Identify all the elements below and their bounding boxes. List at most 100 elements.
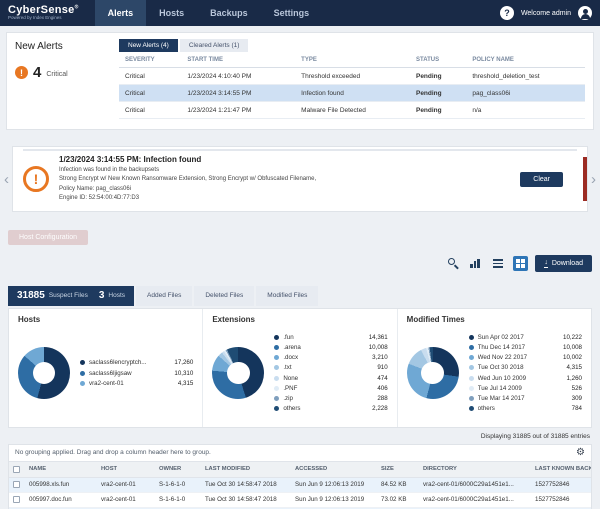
carousel-prev-icon[interactable]: ‹ (4, 170, 9, 188)
files-column-header[interactable]: LAST MODIFIED (201, 460, 291, 478)
table-row[interactable]: 005998.xls.fun vra2-cent-01 S-1-6-1-0 Tue O… (9, 477, 591, 493)
files-column-header[interactable]: HOST (97, 460, 155, 478)
carousel-next-icon[interactable]: › (591, 170, 596, 188)
legend-dot (274, 345, 280, 351)
legend-label: saclass6lencryptch... (89, 359, 147, 367)
tab-modified-files[interactable]: Modified Files (256, 285, 319, 306)
file-cell: vra2-cent-01 (97, 507, 155, 509)
host-configuration-button[interactable]: Host Configuration (8, 230, 88, 245)
alert-count: 4 (33, 64, 42, 81)
file-cell: S-1-6-1-0 (155, 477, 201, 493)
legend-item: others 2,228 (274, 404, 388, 414)
brand-trademark: ® (74, 4, 79, 11)
chart-view-button[interactable] (467, 256, 483, 271)
legend-label: vra2-cent-01 (89, 379, 124, 387)
files-column-header[interactable]: SIZE (377, 460, 419, 478)
alert-cell: Pending (409, 84, 467, 102)
tab-suspect-files[interactable]: 31885 Suspect Files 3 Hosts (8, 285, 135, 306)
legend-item: Sun Apr 02 2017 10,222 (468, 332, 582, 342)
alert-cell: threshold_deletion_test (466, 67, 585, 85)
legend-item: .zip 288 (274, 393, 388, 403)
legend-value: 10,002 (563, 354, 582, 362)
alert-row[interactable]: Critical 1/23/2024 4:10:40 PM Threshold ex… (119, 67, 585, 85)
legend-dot (274, 406, 280, 412)
legend-item: None 474 (274, 373, 388, 383)
files-column-header[interactable]: NAME (25, 460, 97, 478)
files-column-header[interactable]: LAST KNOWN BACKUP ID (531, 460, 591, 478)
nav-item-backups[interactable]: Backups (210, 8, 248, 18)
alerts-column-header[interactable]: TYPE (295, 53, 410, 68)
legend-item: Tue Mar 14 2017 309 (468, 393, 582, 403)
alert-detail-lines: Infection was found in the backupsets Str… (59, 166, 316, 203)
file-cell: vra2-cent-01/6000C29a1451e1... (419, 507, 531, 509)
legend-dot (468, 385, 474, 391)
alert-cell: Critical (119, 101, 182, 119)
files-column-header[interactable]: ACCESSED (291, 460, 377, 478)
user-avatar-icon[interactable] (578, 6, 592, 20)
legend-dot (468, 355, 474, 361)
alerts-table-area: New Alerts (4) Cleared Alerts (1) SEVERIT… (119, 39, 585, 123)
legend-value: 10,222 (563, 333, 582, 341)
files-column-header[interactable]: OWNER (155, 460, 201, 478)
donut-chart (18, 347, 70, 399)
legend-value: 474 (377, 374, 388, 382)
row-checkbox[interactable] (13, 481, 20, 488)
legend-dot (274, 385, 280, 391)
alert-detail-line: Policy Name: pag_class06i (59, 185, 132, 192)
alert-row[interactable]: Critical 1/23/2024 3:14:55 PM Infection fo… (119, 84, 585, 102)
nav-item-settings[interactable]: Settings (273, 8, 310, 18)
select-all-checkbox[interactable] (13, 465, 20, 473)
legend-label: .docx (283, 354, 299, 362)
legend-value: 2,228 (372, 405, 388, 413)
select-all-cell (9, 460, 25, 478)
legend-value: 910 (377, 364, 388, 372)
alerts-column-header[interactable]: START TIME (181, 53, 296, 68)
grid-view-button[interactable] (512, 256, 529, 271)
file-cell: 84.52 KB (377, 477, 419, 493)
search-icon[interactable] (447, 257, 460, 270)
alert-row[interactable]: Critical 1/23/2024 1:21:47 PM Malware File… (119, 101, 585, 119)
legend-item: Wed Jun 10 2009 1,260 (468, 373, 582, 383)
file-cell: Tue Oct 30 14:58:47 2018 (201, 477, 291, 493)
list-view-button[interactable] (490, 256, 506, 271)
tab-added-files[interactable]: Added Files (136, 285, 193, 306)
alert-tab-1[interactable]: Cleared Alerts (1) (179, 39, 249, 52)
legend-value: 526 (571, 384, 582, 392)
file-cell: Sun Jun 9 12:06:13 2019 (291, 492, 377, 508)
alerts-column-header[interactable]: POLICY NAME (466, 53, 585, 68)
legend-label: .arena (283, 344, 301, 352)
grouping-bar[interactable]: No grouping applied. Drag and drop a col… (9, 445, 591, 461)
alert-tab-0[interactable]: New Alerts (4) (119, 39, 178, 52)
download-button[interactable]: ↓ Download (535, 255, 592, 272)
legend-item: Wed Nov 22 2017 10,002 (468, 353, 582, 363)
legend: Sun Apr 02 2017 10,222 Thu Dec 14 2017 10,0… (468, 332, 582, 414)
nav-item-hosts[interactable]: Hosts (159, 8, 185, 18)
legend-label: Thu Dec 14 2017 (477, 344, 526, 352)
alerts-column-header[interactable]: STATUS (409, 53, 467, 68)
panel-title: Hosts (18, 314, 41, 324)
suspect-files-label: Suspect Files (48, 292, 88, 299)
row-checkbox[interactable] (13, 496, 20, 503)
file-cell: 274.02 KB (377, 507, 419, 509)
alerts-table: SEVERITY START TIME TYPE STATUS POLICY NAME … (119, 53, 585, 119)
nav-item-alerts[interactable]: Alerts (94, 0, 147, 26)
help-icon[interactable]: ? (499, 6, 514, 20)
file-cell: 005996.xls.fun (25, 507, 97, 509)
legend: .fun 14,361 .arena 10,008 .docx 3,210 .txt 910 N… (274, 332, 388, 414)
legend-dot (274, 395, 280, 401)
legend-item: .PNF 406 (274, 383, 388, 393)
gear-icon[interactable]: ⚙ (576, 446, 585, 458)
files-column-header[interactable]: DIRECTORY (419, 460, 531, 478)
table-row[interactable]: 005997.doc.fun vra2-cent-01 S-1-6-1-0 Tue O… (9, 492, 591, 508)
alerts-column-header[interactable]: SEVERITY (119, 53, 182, 68)
tab-deleted-files[interactable]: Deleted Files (194, 285, 255, 306)
legend-dot (80, 370, 85, 376)
alert-cell: Pending (409, 67, 467, 85)
brand-logo[interactable]: CyberSense® Powered by Index Engines (8, 4, 79, 21)
legend-item: .fun 14,361 (274, 332, 388, 342)
clear-alert-button[interactable]: Clear (520, 171, 563, 187)
panel-body: .fun 14,361 .arena 10,008 .docx 3,210 .txt 910 N… (212, 324, 388, 423)
carousel-scrollbar[interactable] (23, 149, 577, 151)
config-row: Host Configuration (8, 226, 592, 245)
